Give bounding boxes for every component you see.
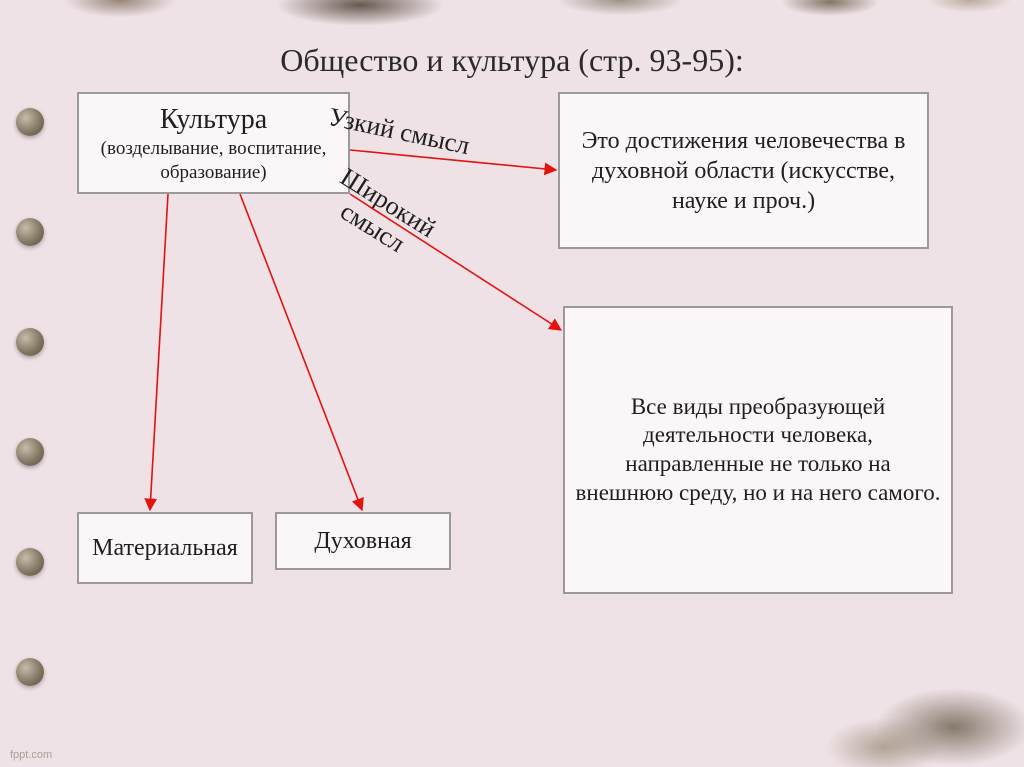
box-broad-text: Все виды преобразующей деятельности чело… xyxy=(575,393,941,508)
box-narrow-text: Это достижения человечества в духовной о… xyxy=(570,126,917,216)
box-spiritual-text: Духовная xyxy=(314,526,411,556)
dot-icon xyxy=(16,658,44,686)
dot-icon xyxy=(16,218,44,246)
footer-watermark: fppt.com xyxy=(10,749,52,761)
box-culture-title: Культура xyxy=(160,102,267,137)
dot-icon xyxy=(16,328,44,356)
dot-icon xyxy=(16,438,44,466)
box-spiritual: Духовная xyxy=(275,512,451,570)
dot-icon xyxy=(16,548,44,576)
box-culture: Культура (возделывание, воспитание, обра… xyxy=(77,92,350,194)
decorative-dots-left xyxy=(16,108,44,686)
page-title: Общество и культура (стр. 93-95): xyxy=(0,42,1024,79)
dot-icon xyxy=(16,108,44,136)
box-narrow-sense: Это достижения человечества в духовной о… xyxy=(558,92,929,249)
box-material-text: Материальная xyxy=(92,533,238,563)
box-culture-subtitle: (возделывание, воспитание, образование) xyxy=(89,137,338,185)
box-material: Материальная xyxy=(77,512,253,584)
box-broad-sense: Все виды преобразующей деятельности чело… xyxy=(563,306,953,594)
decorative-paint-bottom-right xyxy=(794,587,1024,767)
